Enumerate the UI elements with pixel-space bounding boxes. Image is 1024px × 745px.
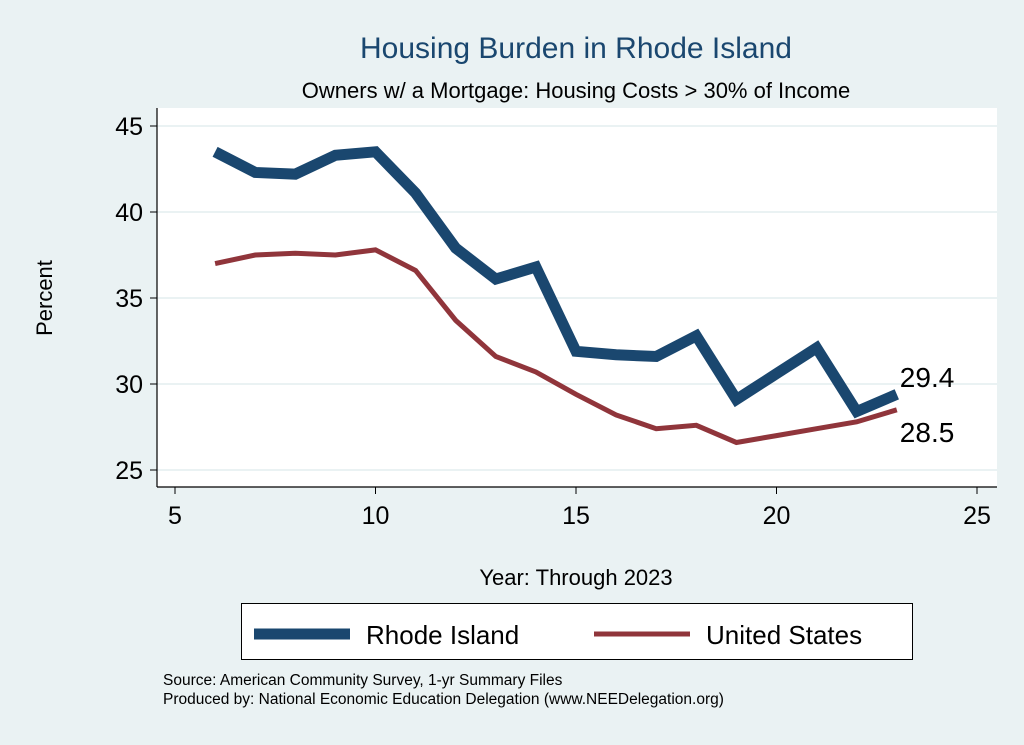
y-tick-label: 45 <box>115 113 143 141</box>
chart-title: Housing Burden in Rhode Island <box>360 32 792 65</box>
producer-note: Produced by: National Economic Education… <box>163 691 724 708</box>
y-tick-label: 40 <box>115 199 143 227</box>
y-axis-label: Percent <box>32 260 57 336</box>
chart-subtitle: Owners w/ a Mortgage: Housing Costs > 30… <box>302 78 850 103</box>
source-note: Source: American Community Survey, 1-yr … <box>163 672 563 689</box>
y-tick-label: 30 <box>115 371 143 399</box>
legend-label-rhode-island: Rhode Island <box>366 620 519 650</box>
end-label-rhode-island: 29.4 <box>900 362 955 393</box>
x-tick-label: 5 <box>168 502 182 530</box>
legend: Rhode Island United States <box>241 603 913 660</box>
x-tick-label: 20 <box>763 502 791 530</box>
x-tick-label: 15 <box>562 502 590 530</box>
legend-label-united-states: United States <box>706 620 862 650</box>
end-label-united-states: 28.5 <box>900 417 955 448</box>
series-line-rhode-island <box>212 146 899 419</box>
series-line-united-states <box>214 247 898 446</box>
x-tick-label: 10 <box>362 502 390 530</box>
y-tick-label: 25 <box>115 457 143 485</box>
y-tick-label: 35 <box>115 285 143 313</box>
x-axis-label: Year: Through 2023 <box>479 565 672 590</box>
x-tick-label: 25 <box>963 502 991 530</box>
